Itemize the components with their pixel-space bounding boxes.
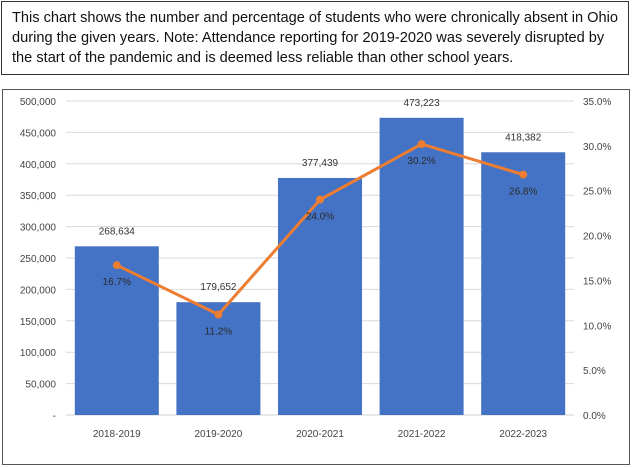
bar (74, 246, 159, 415)
y-left-tick-label: 400,000 (20, 160, 57, 171)
y-left-tick-label: 350,000 (20, 191, 57, 202)
y-left-tick-label: 450,000 (20, 128, 57, 139)
line-point (519, 170, 528, 179)
line-value-label: 26.8% (509, 187, 537, 198)
bar-value-label: 179,652 (200, 282, 237, 293)
y-left-tick-label: 150,000 (20, 317, 57, 328)
y-left-tick-label: 250,000 (20, 254, 57, 265)
x-tick-label: 2019-2020 (194, 429, 242, 440)
line-point (214, 310, 223, 319)
x-tick-label: 2022-2023 (499, 429, 547, 440)
line-point (112, 261, 121, 270)
line-point (417, 140, 426, 149)
y-right-tick-label: 5.0% (583, 366, 606, 377)
chart-caption-box: This chart shows the number and percenta… (1, 1, 629, 75)
y-right-tick-label: 0.0% (583, 411, 606, 422)
y-right-tick-label: 35.0% (583, 97, 611, 108)
y-right-tick-label: 30.0% (583, 142, 611, 153)
x-tick-label: 2021-2022 (398, 429, 446, 440)
bar (481, 152, 566, 415)
line-value-label: 30.2% (407, 156, 435, 167)
y-left-tick-label: 50,000 (25, 380, 56, 391)
x-tick-label: 2020-2021 (296, 429, 344, 440)
y-right-tick-label: 10.0% (583, 321, 611, 332)
bar (379, 117, 464, 416)
line-value-label: 16.7% (103, 277, 131, 288)
line-value-label: 11.2% (205, 327, 233, 338)
chart-caption: This chart shows the number and percenta… (12, 10, 618, 66)
y-left-tick-label: 500,000 (20, 97, 57, 108)
bar-value-label: 268,634 (99, 226, 136, 237)
bar-value-label: 418,382 (505, 132, 542, 143)
chart-frame (2, 89, 630, 465)
bar (278, 177, 362, 415)
line-value-label: 24.0% (306, 212, 334, 223)
y-right-tick-label: 20.0% (583, 232, 611, 243)
y-left-tick-label: 100,000 (20, 348, 57, 359)
y-right-tick-label: 25.0% (583, 187, 611, 198)
bar-value-label: 377,439 (302, 158, 339, 169)
y-left-tick-label: 200,000 (20, 285, 57, 296)
x-tick-label: 2018-2019 (93, 429, 141, 440)
y-right-tick-label: 15.0% (583, 276, 611, 287)
bar (176, 302, 261, 415)
y-left-tick-label: - (53, 411, 56, 422)
line-point (316, 195, 324, 204)
bar-value-label: 473,223 (404, 98, 441, 109)
y-left-tick-label: 300,000 (20, 223, 57, 234)
